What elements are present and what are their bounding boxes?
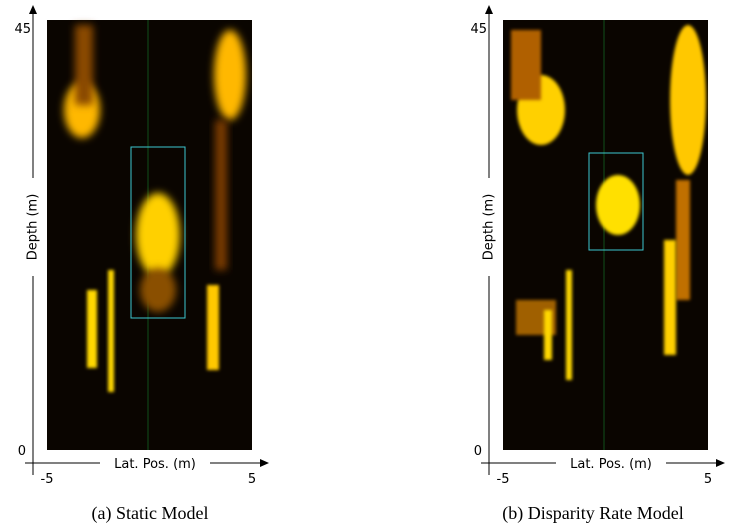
y-tick-label: 45 <box>470 22 487 37</box>
detection-box <box>130 146 186 319</box>
heatmap-blob <box>214 30 246 120</box>
heatmap-blob <box>664 240 676 355</box>
y-tick-label: 0 <box>474 444 482 459</box>
panel: Depth (m) Lat. Pos. (m) 45 0 -5 5 (b) Disparit… <box>470 5 725 524</box>
caption: (a) Static Model <box>92 503 209 524</box>
heatmap-blob <box>75 25 93 105</box>
heatmap-blob <box>87 290 97 368</box>
x-axis-label: Lat. Pos. (m) <box>570 457 652 472</box>
label-bg <box>100 454 210 472</box>
x-tick-label: -5 <box>41 472 54 487</box>
heatmap-blob <box>670 25 706 175</box>
heatmap-blob <box>511 30 541 100</box>
y-axis-label: Depth (m) <box>482 194 497 261</box>
heatmap-blob <box>566 270 572 380</box>
y-axis-label: Depth (m) <box>26 194 41 261</box>
heatmap-blob <box>136 193 180 277</box>
heatmap-blob <box>676 180 690 300</box>
y-tick-label: 45 <box>14 22 31 37</box>
label-bg <box>24 178 42 276</box>
heatmap-blob <box>207 285 219 370</box>
heatmap-blob <box>215 120 227 270</box>
panel: Depth (m) Lat. Pos. (m) 45 0 -5 5 (a) Static M… <box>14 5 269 524</box>
detection-box <box>588 152 644 251</box>
x-tick-label: -5 <box>497 472 510 487</box>
heatmap-blob <box>544 310 552 360</box>
heatmap-blob <box>140 268 176 312</box>
x-tick-label: 5 <box>248 472 256 487</box>
y-tick-label: 0 <box>18 444 26 459</box>
x-tick-label: 5 <box>704 472 712 487</box>
label-bg <box>480 178 498 276</box>
caption: (b) Disparity Rate Model <box>502 503 683 524</box>
x-axis-label: Lat. Pos. (m) <box>114 457 196 472</box>
heatmap-blob <box>108 270 114 392</box>
heatmap-blob <box>596 175 640 235</box>
label-bg <box>556 454 666 472</box>
